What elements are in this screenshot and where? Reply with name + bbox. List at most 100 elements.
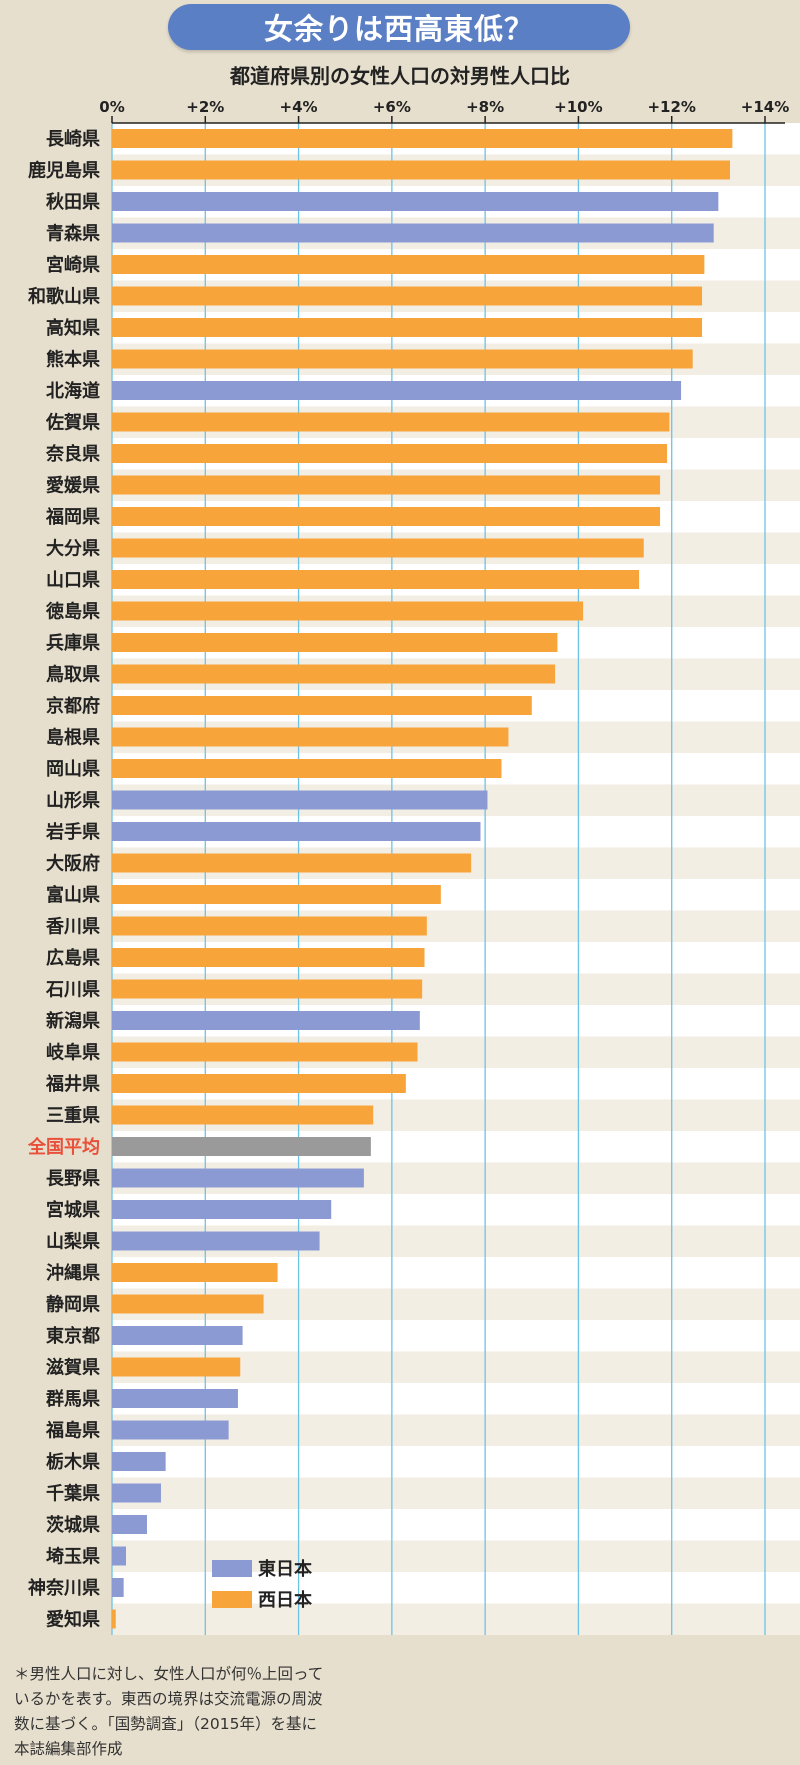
category-label: 兵庫県 <box>46 632 100 654</box>
bar <box>112 1168 364 1188</box>
bar <box>112 381 682 400</box>
bar-chart: 0% +2% +4% +6% +8% +10% +12% +14% 長崎県鹿児島県秋田県青森県… <box>27 98 800 1635</box>
bar <box>112 1609 116 1629</box>
category-label: 沖縄県 <box>46 1262 100 1284</box>
bar <box>112 979 423 999</box>
category-label: 神奈川県 <box>28 1577 100 1599</box>
tick-label: 0% <box>99 98 124 116</box>
bar <box>112 696 532 715</box>
gridlines <box>111 123 766 1635</box>
bar <box>112 1042 418 1062</box>
bar <box>112 412 670 432</box>
footnote: ＊男性人口に対し、女性人口が何％上回っているかを表す。東西の境界は交流電源の周波… <box>14 1665 324 1758</box>
tick-label: +6% <box>373 98 411 116</box>
category-label: 鹿児島県 <box>28 160 100 182</box>
chart-title-badge: 女余りは西高東低？ <box>168 4 630 50</box>
bar <box>112 192 719 211</box>
bar <box>112 1105 374 1125</box>
category-label: 島根県 <box>46 727 100 749</box>
category-label: 熊本県 <box>46 349 100 371</box>
category-label: 山口県 <box>46 570 100 591</box>
bar <box>112 1074 406 1093</box>
bar <box>112 160 731 180</box>
category-label: 福島県 <box>45 1420 100 1442</box>
bar <box>112 1011 420 1030</box>
category-label: 愛知県 <box>46 1609 100 1631</box>
bar <box>112 349 693 369</box>
bar <box>112 790 488 810</box>
tick-label: +12% <box>647 98 695 116</box>
tick-label: +4% <box>280 98 318 116</box>
bar <box>112 1357 241 1377</box>
bar <box>112 507 661 526</box>
category-label: 福岡県 <box>45 506 100 528</box>
category-label: 宮城県 <box>46 1199 100 1221</box>
category-label: 大阪府 <box>46 853 100 875</box>
category-label: 滋賀県 <box>46 1357 100 1379</box>
row-background <box>112 1603 800 1635</box>
bar <box>112 1137 371 1156</box>
bar <box>112 1546 126 1566</box>
row-background <box>112 1477 800 1509</box>
category-label: 山形県 <box>46 791 100 812</box>
bar <box>112 129 733 148</box>
legend-label: 西日本 <box>258 1589 312 1611</box>
bar <box>112 318 703 337</box>
bar <box>112 948 425 967</box>
bar <box>112 822 481 841</box>
category-labels: 長崎県鹿児島県秋田県青森県宮崎県和歌山県高知県熊本県北海道佐賀県奈良県愛媛県福岡… <box>27 128 100 1631</box>
bar <box>112 1483 161 1503</box>
legend-swatch <box>212 1560 252 1577</box>
tick-label: +10% <box>554 98 602 116</box>
category-label: 愛媛県 <box>46 475 100 497</box>
bar <box>112 1578 124 1597</box>
category-label: 宮崎県 <box>46 254 100 276</box>
category-label: 広島県 <box>46 947 100 969</box>
category-label: 富山県 <box>46 884 100 906</box>
bar <box>112 1420 229 1440</box>
tick-label: +14% <box>741 98 789 116</box>
category-label: 岐阜県 <box>46 1042 100 1064</box>
bar <box>112 916 427 936</box>
category-label: 岩手県 <box>45 821 100 843</box>
row-background <box>112 1446 800 1478</box>
category-label: 栃木県 <box>46 1451 100 1473</box>
category-label: 京都府 <box>46 695 100 717</box>
bar <box>112 853 472 873</box>
category-label: 埼玉県 <box>46 1546 100 1568</box>
bar <box>112 885 441 904</box>
category-label: 全国平均 <box>27 1136 100 1158</box>
category-label: 秋田県 <box>46 191 100 213</box>
chart-title: 女余りは西高東低？ <box>263 12 534 46</box>
bar <box>112 1389 238 1408</box>
category-label: 茨城県 <box>46 1514 100 1536</box>
bar <box>112 759 502 778</box>
category-label: 青森県 <box>46 223 100 245</box>
category-label: 徳島県 <box>45 601 100 623</box>
category-label: 千葉県 <box>46 1484 100 1505</box>
category-label: 静岡県 <box>46 1294 100 1316</box>
bar <box>112 1263 278 1282</box>
category-label: 北海道 <box>46 380 100 402</box>
bar <box>112 1294 264 1314</box>
category-label: 和歌山県 <box>28 286 100 308</box>
category-label: 新潟県 <box>46 1010 100 1032</box>
chart-subtitle: 都道府県別の女性人口の対男性人口比 <box>230 64 570 88</box>
category-label: 奈良県 <box>45 443 100 465</box>
bar <box>112 475 661 495</box>
bar <box>112 633 558 652</box>
category-label: 鳥取県 <box>46 664 100 686</box>
bar <box>112 664 556 684</box>
row-background <box>112 1509 800 1541</box>
bar <box>112 286 703 306</box>
category-label: 長野県 <box>46 1169 100 1190</box>
bar <box>112 223 714 243</box>
category-label: 石川県 <box>45 980 100 1001</box>
legend-swatch <box>212 1591 252 1608</box>
bar <box>112 1231 320 1251</box>
tick-label: +8% <box>466 98 504 116</box>
category-label: 三重県 <box>46 1105 100 1127</box>
bar <box>112 538 644 558</box>
category-label: 岡山県 <box>46 759 100 780</box>
